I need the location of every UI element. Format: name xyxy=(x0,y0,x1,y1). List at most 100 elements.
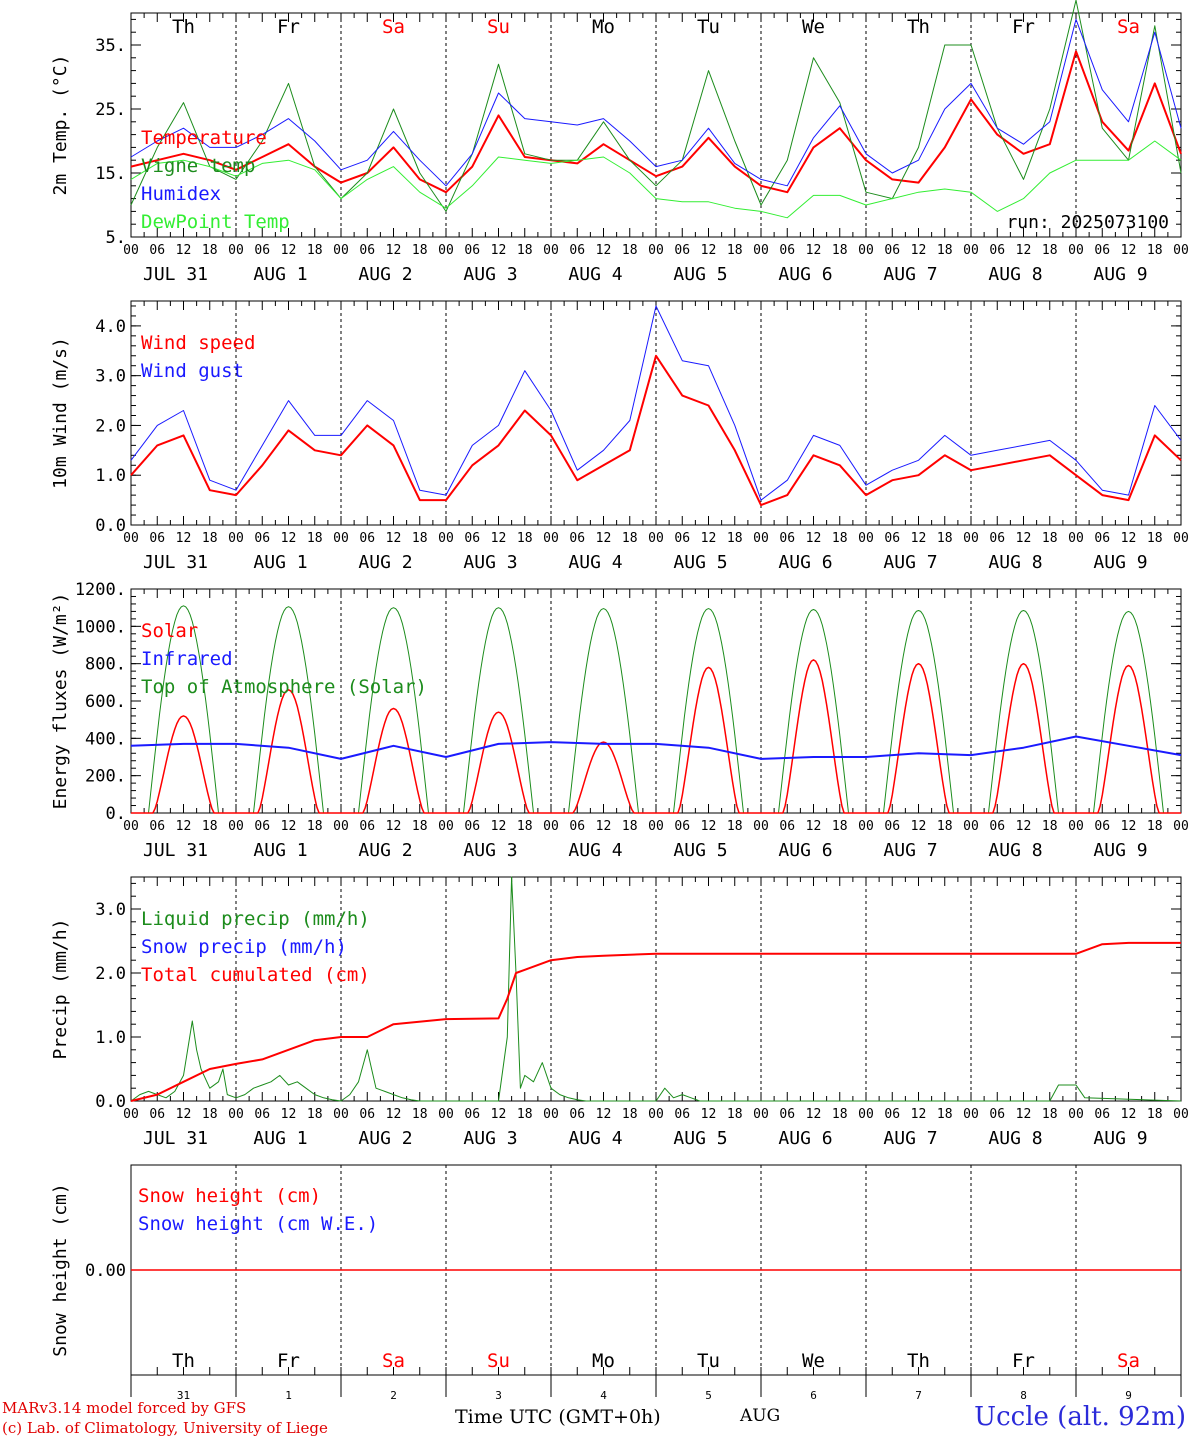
hour-label: 12 xyxy=(596,531,612,546)
date-label: AUG 2 xyxy=(358,1128,412,1149)
hour-label: 00 xyxy=(1173,243,1189,258)
hour-label: 06 xyxy=(359,243,375,258)
date-label: AUG 4 xyxy=(568,264,622,285)
panel-4: 00 06 12 18 00 06 12 18 00 06 12 18 00 06 12 18 00 06 12 18… xyxy=(50,876,1189,1149)
legend-entry: Snow height (cm W.E.) xyxy=(138,1213,378,1235)
hour-label: 00 xyxy=(228,243,244,258)
hour-label: 12 xyxy=(806,531,822,546)
hour-label: 12 xyxy=(1016,243,1032,258)
y-tick-label: 35. xyxy=(95,36,126,56)
day-of-week-label: Fr xyxy=(1012,16,1035,38)
hour-label: 06 xyxy=(779,243,795,258)
hour-label: 00 xyxy=(228,531,244,546)
hour-label: 00 xyxy=(333,819,349,834)
hour-label: 18 xyxy=(727,1107,743,1122)
hour-label: 18 xyxy=(1147,819,1163,834)
legend-entry: Total cumulated (cm) xyxy=(141,964,370,986)
hour-label: 00 xyxy=(753,531,769,546)
hour-label: 06 xyxy=(359,1107,375,1122)
hour-label: 00 xyxy=(648,531,664,546)
day-of-week-label: Tu xyxy=(697,16,720,38)
y-tick-label: 3.0 xyxy=(95,367,126,387)
hour-label: 12 xyxy=(1016,531,1032,546)
hour-label: 06 xyxy=(254,531,270,546)
date-label: AUG 7 xyxy=(883,264,937,285)
hour-label: 00 xyxy=(123,243,139,258)
hour-label: 18 xyxy=(1147,1107,1163,1122)
hour-label: 18 xyxy=(412,243,428,258)
hour-label: 12 xyxy=(1016,1107,1032,1122)
hour-label: 00 xyxy=(543,243,559,258)
hour-label: 06 xyxy=(989,531,1005,546)
y-tick-label: 1200. xyxy=(75,580,126,600)
legend-entry: Snow precip (mm/h) xyxy=(141,936,347,958)
day-number-label: 6 xyxy=(810,1389,817,1402)
hour-label: 06 xyxy=(569,243,585,258)
hour-label: 18 xyxy=(307,819,323,834)
date-label: AUG 5 xyxy=(673,840,727,861)
hour-label: 18 xyxy=(1042,1107,1058,1122)
y-tick-label: 5. xyxy=(106,228,126,248)
hour-label: 12 xyxy=(1016,819,1032,834)
hour-label: 18 xyxy=(412,819,428,834)
hour-label: 06 xyxy=(989,243,1005,258)
hour-label: 18 xyxy=(517,819,533,834)
y-tick-label: 400. xyxy=(85,729,126,749)
panel-frame xyxy=(130,300,1182,526)
panel-2: 00 06 12 18 00 06 12 18 00 06 12 18 00 06 12 18 00 06 12 18… xyxy=(50,300,1189,573)
hour-label: 00 xyxy=(1068,1107,1084,1122)
hour-label: 06 xyxy=(989,819,1005,834)
date-label: AUG 4 xyxy=(568,1128,622,1149)
hour-label: 06 xyxy=(464,1107,480,1122)
day-of-week-label: Sa xyxy=(382,1350,405,1372)
hour-label: 12 xyxy=(911,243,927,258)
hour-label: 12 xyxy=(491,1107,507,1122)
hour-label: 06 xyxy=(359,819,375,834)
series-wind-speed xyxy=(130,354,1182,507)
date-label: JUL 31 xyxy=(143,264,208,285)
day-number-label: 7 xyxy=(915,1389,922,1402)
date-label: AUG 1 xyxy=(253,1128,307,1149)
hour-label: 00 xyxy=(438,243,454,258)
hour-label: 12 xyxy=(281,819,297,834)
hour-label: 18 xyxy=(832,243,848,258)
y-tick-label: 200. xyxy=(85,767,126,787)
hour-label: 12 xyxy=(386,531,402,546)
hour-label: 18 xyxy=(622,819,638,834)
series-liquid-precip-mm-h xyxy=(130,876,1182,1102)
hour-label: 00 xyxy=(123,819,139,834)
day-of-week-label: Th xyxy=(907,16,930,38)
series-temperature xyxy=(130,50,1182,194)
hour-label: 18 xyxy=(622,531,638,546)
hour-label: 12 xyxy=(701,243,717,258)
y-axis-label: Snow height (cm) xyxy=(50,1183,71,1356)
day-of-week-label: We xyxy=(802,16,825,38)
hour-label: 12 xyxy=(596,243,612,258)
day-of-week-label: Mo xyxy=(592,16,615,38)
hour-label: 00 xyxy=(438,819,454,834)
date-label: AUG 1 xyxy=(253,264,307,285)
series-humidex xyxy=(130,18,1182,187)
hour-label: 12 xyxy=(176,243,192,258)
panel-1: 00 06 12 18 00 06 12 18 00 06 12 18 00 06 12 18 00 06 12 18… xyxy=(50,0,1189,285)
hour-label: 18 xyxy=(202,531,218,546)
hour-label: 12 xyxy=(491,819,507,834)
date-label: AUG 7 xyxy=(883,1128,937,1149)
hour-label: 18 xyxy=(1042,819,1058,834)
hour-label: 00 xyxy=(648,243,664,258)
hour-label: 18 xyxy=(727,819,743,834)
hour-label: 12 xyxy=(386,1107,402,1122)
day-of-week-label: Tu xyxy=(697,1350,720,1372)
date-label: AUG 3 xyxy=(463,1128,517,1149)
hour-label: 18 xyxy=(937,819,953,834)
hour-label: 06 xyxy=(884,243,900,258)
hour-label: 00 xyxy=(858,1107,874,1122)
hour-label: 18 xyxy=(832,1107,848,1122)
hour-label: 06 xyxy=(779,1107,795,1122)
hour-label: 18 xyxy=(622,243,638,258)
series-solar xyxy=(131,659,1181,814)
hour-label: 12 xyxy=(281,531,297,546)
lab-credit: (c) Lab. of Climatology, University of L… xyxy=(2,1419,328,1437)
day-of-week-label: We xyxy=(802,1350,825,1372)
